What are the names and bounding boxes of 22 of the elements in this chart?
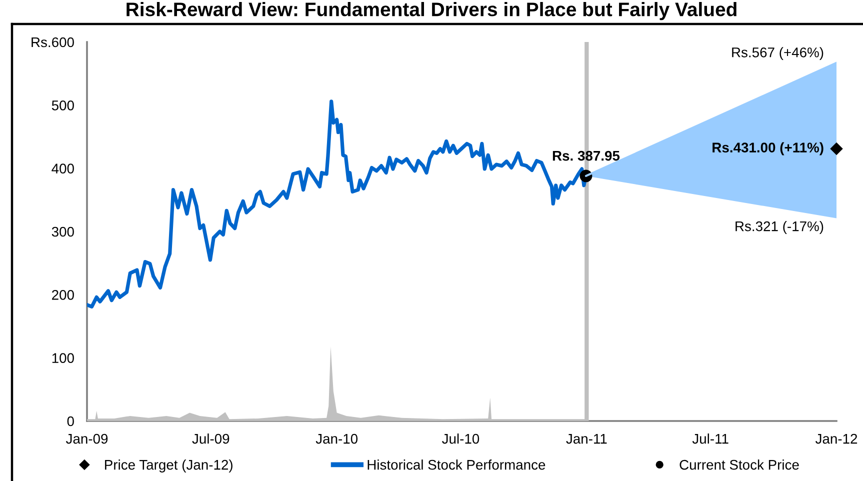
x-tick-label: Jan-11: [566, 434, 607, 444]
y-tick-label: 400: [52, 164, 74, 174]
y-tick-label: 200: [52, 290, 74, 300]
annotation: Rs.567 (+46%): [732, 47, 824, 60]
data-label: Rs. 387.95: [552, 150, 620, 161]
y-tick-label: 0: [67, 416, 74, 426]
legend-label: Price Target (Jan-12): [105, 460, 232, 472]
y-tick-label: 300: [52, 226, 74, 237]
x-tick-label: Jan-12: [815, 434, 858, 444]
y-tick-label: 100: [52, 353, 74, 364]
chart-title: Risk-Reward View: Fundamental Drivers in Place but Fairly Valued: [126, 2, 736, 20]
x-tick-label: Jul-09: [192, 434, 230, 444]
x-tick-label: Jan-10: [316, 434, 358, 444]
legend-label: Current Stock Price: [680, 460, 799, 470]
x-tick-label: Jul-10: [442, 434, 480, 444]
y-tick-label: 500: [52, 100, 74, 110]
annotation: Rs.321 (-17%): [736, 221, 824, 234]
data-label: Rs.431.00 (+11%): [712, 142, 824, 156]
x-tick-label: Jan-09: [66, 434, 108, 444]
legend-label: Historical Stock Performance: [368, 460, 546, 470]
x-tick-label: Jul-11: [692, 434, 728, 444]
y-tick-label: Rs.600: [32, 37, 74, 48]
